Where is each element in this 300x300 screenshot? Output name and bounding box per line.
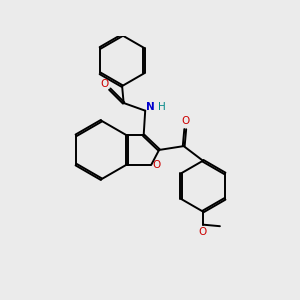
Text: O: O (153, 160, 161, 170)
Text: O: O (100, 79, 109, 89)
Text: O: O (181, 116, 189, 127)
Text: N: N (146, 102, 155, 112)
Text: H: H (158, 102, 166, 112)
Text: O: O (198, 226, 206, 237)
